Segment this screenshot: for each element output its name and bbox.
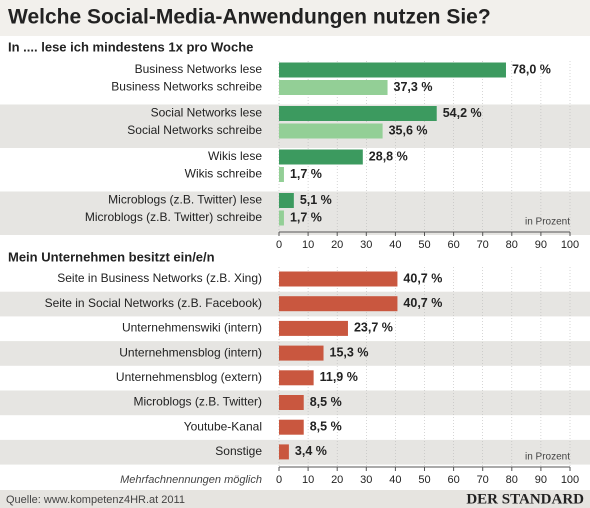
x-tick-label: 20 <box>331 474 343 486</box>
bar <box>279 167 284 182</box>
x-tick-label: 80 <box>506 239 518 251</box>
value-label: 5,1 % <box>300 193 332 207</box>
value-label: 1,7 % <box>290 210 322 224</box>
row-band <box>0 191 590 235</box>
value-label: 1,7 % <box>290 167 322 181</box>
value-label: 54,2 % <box>443 106 482 120</box>
footnote: Mehrfachnennungen möglich <box>120 474 262 486</box>
bar <box>279 444 289 460</box>
x-tick-label: 100 <box>561 474 579 486</box>
footer-bar <box>0 490 590 508</box>
x-tick-label: 70 <box>477 474 489 486</box>
category-label: Microblogs (z.B. Twitter) lese <box>108 193 262 207</box>
x-tick-label: 10 <box>302 474 314 486</box>
unit-note: in Prozent <box>525 217 570 228</box>
bar <box>279 320 348 336</box>
category-label: Microblogs (z.B. Twitter) <box>134 395 262 409</box>
section-title: Mein Unternehmen besitzt ein/e/n <box>8 249 215 264</box>
category-label: Unternehmenswiki (intern) <box>122 321 262 335</box>
category-label: Social Networks schreibe <box>127 123 262 137</box>
source: Quelle: www.kompetenz4HR.at 2011 <box>6 494 185 506</box>
bar <box>279 395 304 410</box>
category-label: Social Networks lese <box>151 106 263 120</box>
x-tick-label: 10 <box>302 239 314 251</box>
category-label: Business Networks schreibe <box>111 80 262 94</box>
x-tick-label: 0 <box>276 239 282 251</box>
value-label: 78,0 % <box>512 62 551 76</box>
category-label: Seite in Social Networks (z.B. Facebook) <box>45 296 262 310</box>
x-tick-label: 60 <box>447 474 459 486</box>
x-tick-label: 50 <box>418 474 430 486</box>
bar <box>279 296 398 312</box>
x-tick-label: 30 <box>360 239 372 251</box>
value-label: 40,7 % <box>403 271 442 285</box>
x-tick-label: 50 <box>418 239 430 251</box>
bar <box>279 149 363 165</box>
bar <box>279 80 388 95</box>
bar <box>279 193 294 208</box>
value-label: 15,3 % <box>330 345 369 359</box>
category-label: Business Networks lese <box>135 62 263 76</box>
logo: DER STANDARD <box>466 491 584 507</box>
bar <box>279 123 383 139</box>
bar <box>279 370 314 386</box>
title: Welche Social-Media-Anwendungen nutzen S… <box>8 6 491 29</box>
bar <box>279 419 304 435</box>
x-tick-label: 60 <box>447 239 459 251</box>
value-label: 11,9 % <box>320 370 358 384</box>
unit-note: in Prozent <box>525 452 570 463</box>
category-label: Seite in Business Networks (z.B. Xing) <box>57 271 262 285</box>
category-label: Sonstige <box>215 444 262 458</box>
category-label: Wikis schreibe <box>185 167 263 181</box>
value-label: 37,3 % <box>394 80 433 94</box>
x-tick-label: 80 <box>506 474 518 486</box>
value-label: 8,5 % <box>310 419 342 433</box>
category-label: Wikis lese <box>208 149 262 163</box>
x-tick-label: 0 <box>276 474 282 486</box>
bar <box>279 271 398 287</box>
value-label: 8,5 % <box>310 395 342 409</box>
x-tick-label: 40 <box>389 474 401 486</box>
title-bar <box>0 0 590 36</box>
value-label: 23,7 % <box>354 321 393 335</box>
bar <box>279 62 506 78</box>
x-tick-label: 40 <box>389 239 401 251</box>
value-label: 28,8 % <box>369 149 408 163</box>
x-tick-label: 20 <box>331 239 343 251</box>
value-label: 40,7 % <box>403 296 442 310</box>
category-label: Unternehmensblog (extern) <box>116 370 262 384</box>
category-label: Microblogs (z.B. Twitter) schreibe <box>85 210 262 224</box>
bar <box>279 106 437 121</box>
section-title: In .... lese ich mindestens 1x pro Woche <box>8 39 253 54</box>
value-label: 35,6 % <box>389 123 428 137</box>
bar <box>279 210 284 226</box>
x-tick-label: 70 <box>477 239 489 251</box>
x-tick-label: 90 <box>535 239 547 251</box>
x-tick-label: 30 <box>360 474 372 486</box>
category-label: Unternehmensblog (intern) <box>119 345 262 359</box>
value-label: 3,4 % <box>295 444 327 458</box>
row-band <box>0 439 590 465</box>
category-label: Youtube-Kanal <box>184 419 262 433</box>
x-tick-label: 100 <box>561 239 579 251</box>
bar <box>279 345 324 361</box>
x-tick-label: 90 <box>535 474 547 486</box>
